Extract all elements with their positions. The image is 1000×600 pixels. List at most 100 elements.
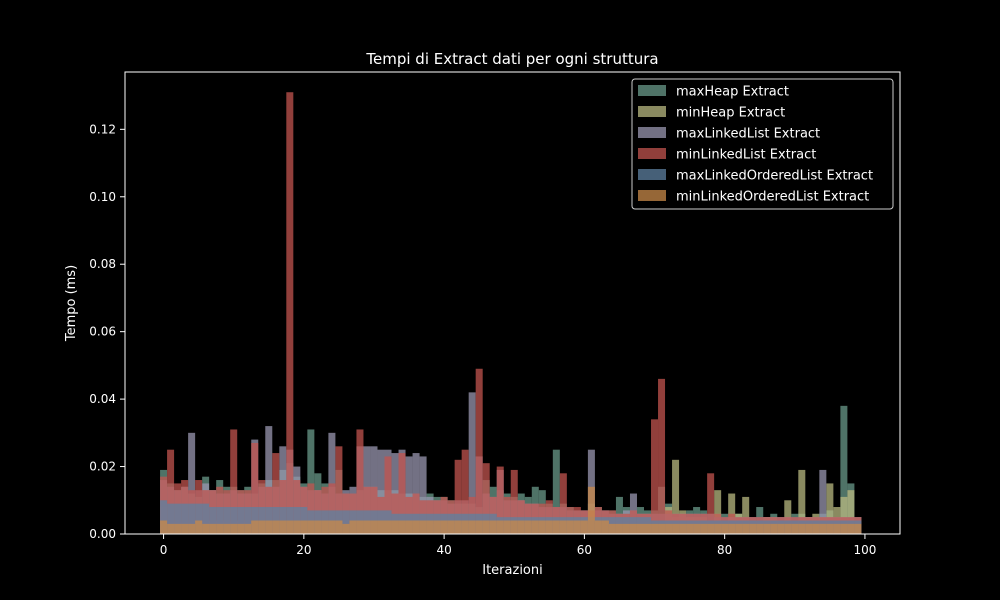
bar-series-3-iter-50 [510,469,518,534]
bar-series-1-iter-83 [742,496,750,534]
bar-series-5-iter-22 [314,520,322,534]
bar-series-5-iter-44 [468,520,476,534]
bar-series-3-iter-71 [658,378,666,534]
bar-series-5-iter-58 [566,520,574,534]
bar-series-3-iter-25 [335,446,343,534]
bars-layer [160,92,862,534]
bar-series-3-iter-34 [398,453,406,534]
bar-series-5-iter-82 [735,523,743,534]
bar-series-5-iter-77 [700,523,708,534]
x-tick-label: 60 [577,543,592,557]
bar-series-5-iter-17 [279,520,287,534]
bar-series-5-iter-74 [679,523,687,534]
bar-series-5-iter-31 [377,520,385,534]
bar-series-3-iter-28 [356,429,364,534]
bar-series-5-iter-35 [405,520,413,534]
bar-series-0-iter-21 [307,429,315,534]
bar-series-3-iter-36 [412,493,420,534]
legend: maxHeap Extract minHeap Extract maxLinkedL… [631,78,894,210]
bar-series-3-iter-43 [461,449,469,534]
bar-series-4-iter-26 [342,510,350,534]
bar-series-5-iter-96 [833,523,841,534]
x-tick-label: 20 [296,543,311,557]
bar-series-5-iter-21 [307,520,315,534]
bar-series-3-iter-18 [286,92,294,534]
bar-series-3-iter-24 [328,483,336,534]
bar-series-2-iter-24 [328,432,336,534]
bar-series-5-iter-8 [216,523,224,534]
bar-series-2-iter-35 [405,456,413,534]
bar-series-5-iter-19 [293,520,301,534]
bar-series-4-iter-3 [181,503,189,534]
y-tick-label: 0.00 [89,527,116,541]
bar-series-5-iter-86 [763,523,771,534]
bar-series-5-iter-85 [756,523,764,534]
legend-label: minLinkedList Extract [676,148,816,163]
bar-series-5-iter-72 [665,523,673,534]
bar-series-4-iter-8 [216,507,224,534]
bar-series-5-iter-28 [356,520,364,534]
bar-series-5-iter-32 [384,520,392,534]
bar-series-5-iter-79 [714,523,722,534]
bar-series-4-iter-10 [230,507,238,534]
bar-series-5-iter-55 [545,520,553,534]
legend-label: maxLinkedList Extract [676,127,820,142]
bar-series-5-iter-48 [496,520,504,534]
bar-series-1-iter-95 [826,483,834,534]
bar-series-5-iter-95 [826,523,834,534]
legend-swatch [638,190,666,201]
bar-series-5-iter-10 [230,523,238,534]
bar-series-5-iter-9 [223,523,231,534]
bar-series-4-iter-1 [167,503,175,534]
bar-series-5-iter-97 [840,523,848,534]
bar-series-5-iter-41 [447,520,455,534]
bar-series-1-iter-97 [840,496,848,534]
bar-series-5-iter-78 [707,523,715,534]
bar-series-3-iter-78 [707,473,715,534]
bar-series-5-iter-46 [482,520,490,534]
bar-series-5-iter-27 [349,520,357,534]
bar-series-5-iter-2 [174,523,182,534]
legend-swatch [638,106,666,117]
bar-series-5-iter-66 [622,523,630,534]
bar-series-5-iter-94 [819,523,827,534]
y-tick-label: 0.04 [89,392,116,406]
legend-swatch [638,169,666,180]
bar-series-5-iter-20 [300,520,308,534]
bar-series-5-iter-11 [237,523,245,534]
bar-series-5-iter-3 [181,523,189,534]
bar-series-5-iter-14 [258,520,266,534]
bar-series-3-iter-33 [391,493,399,534]
x-axis-ticks: 0 20 40 60 80 100 [160,534,876,557]
bar-series-5-iter-42 [454,520,462,534]
bar-series-2-iter-44 [468,392,476,534]
bar-series-5-iter-7 [209,523,217,534]
bar-series-5-iter-50 [510,520,518,534]
bar-series-2-iter-37 [419,456,427,534]
bar-series-3-iter-21 [307,483,315,534]
bar-series-5-iter-59 [573,520,581,534]
bar-series-5-iter-16 [272,520,280,534]
bar-series-5-iter-64 [608,523,616,534]
bar-series-3-iter-10 [230,429,238,534]
x-axis-label: Iterazioni [482,563,542,578]
bar-series-5-iter-84 [749,523,757,534]
bar-series-5-iter-43 [461,520,469,534]
y-tick-label: 0.06 [89,325,116,339]
bar-series-5-iter-70 [651,523,659,534]
bar-series-5-iter-40 [440,520,448,534]
legend-label: maxLinkedOrderedList Extract [676,169,873,184]
bar-series-3-iter-49 [503,496,511,534]
bar-series-1-iter-73 [672,459,680,534]
legend-swatch [638,148,666,159]
legend-label: maxHeap Extract [676,85,789,100]
bar-series-5-iter-90 [791,523,799,534]
bar-series-5-iter-38 [426,520,434,534]
x-tick-label: 0 [160,543,168,557]
bar-series-3-iter-16 [272,453,280,534]
bar-series-5-iter-76 [693,523,701,534]
bar-series-3-iter-45 [475,368,483,534]
legend-label: minHeap Extract [676,106,785,121]
y-axis-label: Tempo (ms) [64,265,79,342]
bar-series-5-iter-30 [370,520,378,534]
